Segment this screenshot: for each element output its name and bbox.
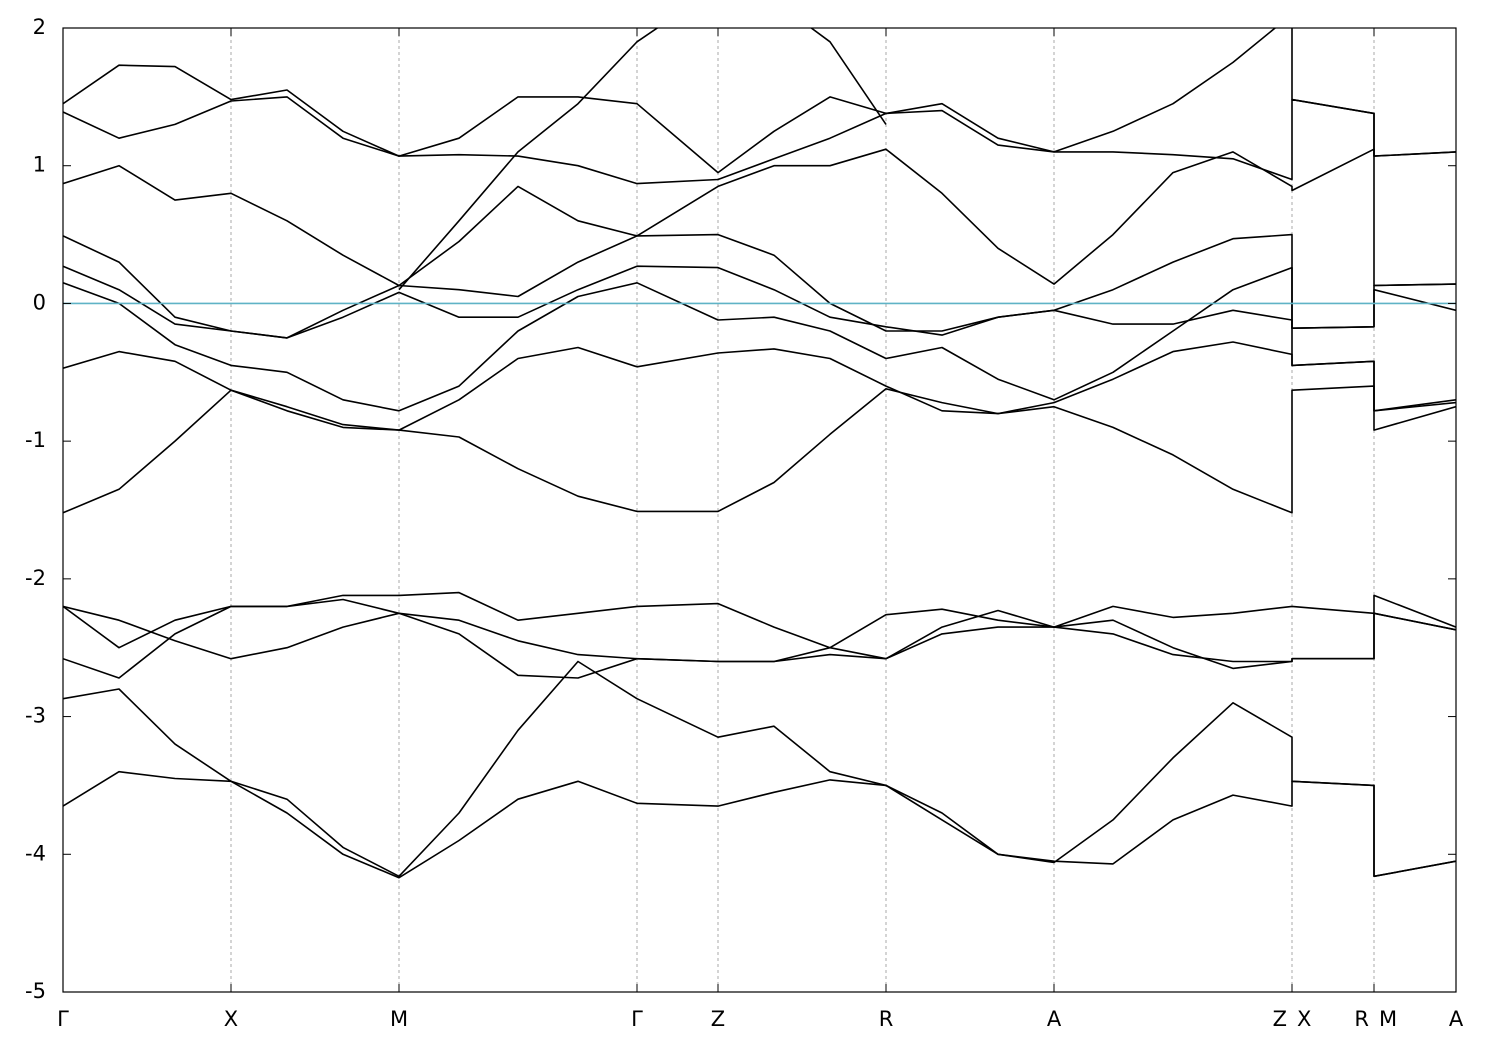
x-tick-label: A — [1047, 1007, 1062, 1031]
band-line — [63, 770, 1456, 879]
x-tick-label: Γ — [57, 1007, 69, 1031]
band-line — [63, 591, 1456, 663]
band-line — [63, 660, 1456, 878]
plot-frame — [62, 27, 1457, 993]
y-tick-label: -3 — [25, 704, 46, 728]
y-tick-label: 2 — [33, 15, 46, 39]
bands — [63, 28, 1456, 879]
grid — [230, 28, 1375, 992]
x-tick-label: Z — [1273, 1007, 1287, 1031]
band-line — [63, 148, 1456, 287]
band-line — [63, 341, 1456, 431]
x-tick-label: R — [879, 1007, 894, 1031]
y-tick-label: 0 — [33, 290, 46, 314]
band-line — [63, 233, 1456, 339]
band-line — [63, 266, 1456, 412]
band-line — [63, 28, 1456, 174]
y-tick-label: -4 — [25, 841, 46, 865]
y-tick-label: 1 — [33, 153, 46, 177]
x-tick-label: X — [224, 1007, 238, 1031]
x-tick-label: M — [390, 1007, 408, 1031]
x-tick-label: Γ — [631, 1007, 643, 1031]
x-tick-label: R — [1354, 1007, 1369, 1031]
band-line — [63, 96, 1456, 185]
band-line — [63, 385, 1456, 514]
x-tick-label: A — [1449, 1007, 1464, 1031]
y-tick-label: -1 — [25, 428, 46, 452]
band-line — [63, 594, 1456, 663]
x-tick-label: M — [1379, 1007, 1397, 1031]
x-tick-label: Z — [711, 1007, 725, 1031]
band-line — [63, 265, 1456, 339]
y-tick-label: -2 — [25, 566, 46, 590]
x-tick-label: X — [1297, 1007, 1311, 1031]
y-tick-label: -5 — [25, 979, 46, 1003]
